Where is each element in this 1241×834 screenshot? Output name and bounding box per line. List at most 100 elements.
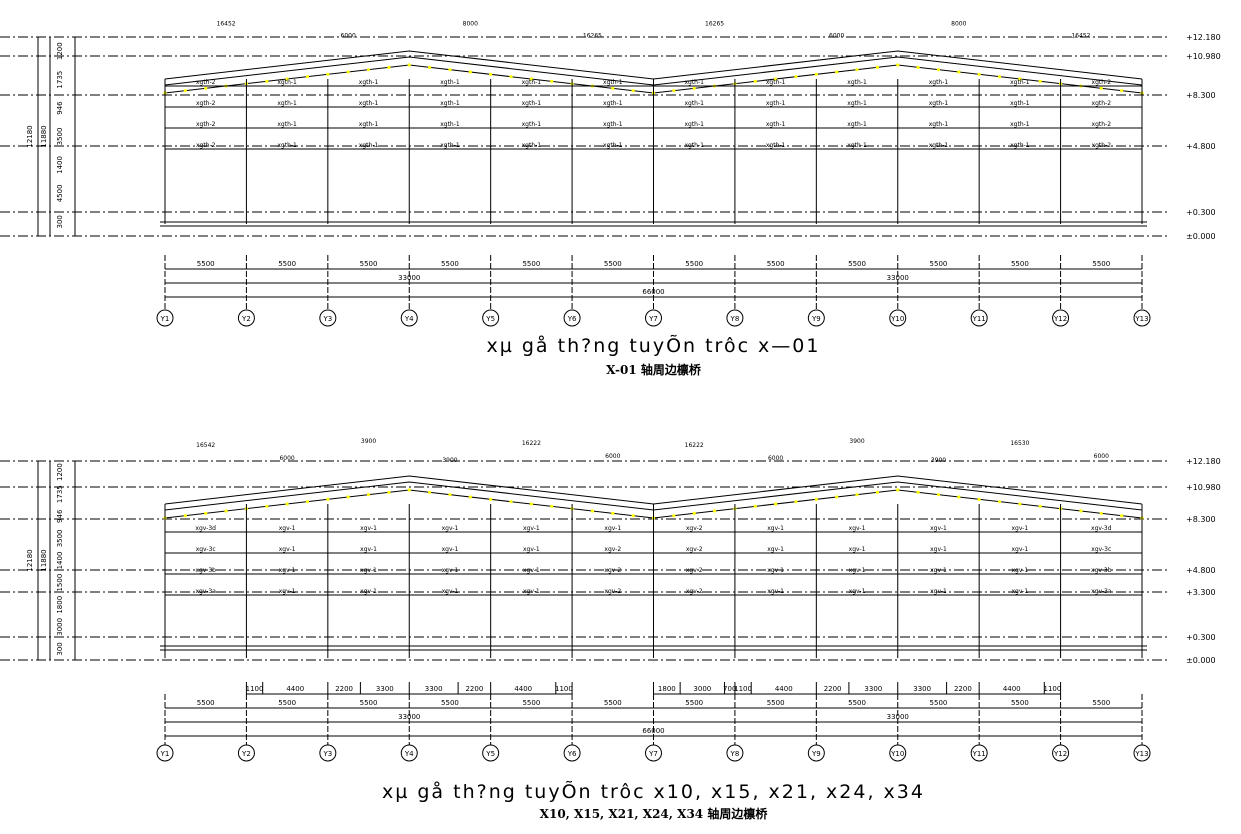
purlin-label: xgth-1 (359, 142, 379, 149)
dimension-label: 2200 (824, 685, 842, 693)
purlin-label: xgv-1 (442, 546, 459, 553)
elevation-label: +12.180 (1186, 33, 1221, 42)
dimension-label: 5500 (278, 260, 296, 268)
left-dimension: 1400 (56, 552, 64, 570)
purlin-label: xgth-1 (603, 100, 623, 107)
axis-label: Y10 (890, 750, 904, 758)
roof-dimension: 8000 (951, 21, 966, 28)
roof-dimension: 6000 (605, 453, 620, 460)
purlin-point (407, 488, 411, 492)
axis-label: Y4 (404, 315, 414, 323)
dimension-label: 5500 (685, 699, 703, 707)
axis-label: Y6 (567, 315, 577, 323)
dimension-label: 5500 (522, 699, 540, 707)
purlin-label: xgv-1 (1012, 588, 1029, 595)
left-dimension: 3500 (56, 529, 64, 547)
axis-label: Y4 (404, 750, 414, 758)
elevation-label: +10.980 (1186, 52, 1221, 61)
purlin-point (814, 72, 818, 76)
purlin-label: xgv-1 (442, 588, 459, 595)
purlin-point (1038, 79, 1042, 83)
dimension-label: 5500 (1092, 699, 1110, 707)
drawing-subtitle: X10, X15, X21, X24, X34 轴周边檩桥 (540, 806, 769, 821)
purlin-point (448, 493, 452, 497)
purlin-label: xgv-1 (279, 525, 296, 532)
axis-bubble (726, 309, 744, 327)
axis-bubble (482, 744, 500, 762)
roof-dimension: 6000 (829, 33, 844, 40)
roof-dimension: 16222 (522, 440, 541, 447)
axis-label: Y3 (322, 315, 332, 323)
purlin-label: xgth-1 (684, 100, 704, 107)
purlin-label: xgth-1 (522, 121, 542, 128)
purlin-label: xgv-1 (849, 546, 866, 553)
axis-label: Y2 (241, 315, 251, 323)
axis-label: Y10 (890, 315, 904, 323)
dimension-label: 5500 (1092, 260, 1110, 268)
purlin-point (875, 490, 879, 494)
purlin-point (1099, 86, 1103, 90)
purlin-label: xgth-1 (440, 100, 460, 107)
roof-dimension: 8000 (463, 21, 478, 28)
purlin-label: xgth-1 (847, 79, 867, 86)
purlin-label: xgth-1 (440, 121, 460, 128)
dimension-label: 4400 (286, 685, 304, 693)
dimension-label: 3300 (913, 685, 931, 693)
dimension-label: 33000 (398, 713, 420, 721)
purlin-label: xgv-1 (1012, 546, 1029, 553)
purlin-point (875, 65, 879, 69)
purlin-label: xgth-1 (929, 142, 949, 149)
purlin-label: xgv-2 (686, 567, 703, 574)
purlin-label: xgth-2 (196, 79, 216, 86)
purlin-label: xgth-1 (1010, 79, 1030, 86)
dimension-label: 5500 (685, 260, 703, 268)
purlin-point (509, 75, 513, 79)
dimension-label: 5500 (197, 260, 215, 268)
purlin-label: xgv-1 (604, 525, 621, 532)
roof-line (164, 475, 1143, 505)
purlin-label: xgv-1 (1012, 567, 1029, 574)
axis-bubble (726, 744, 744, 762)
purlin-label: xgth-1 (522, 79, 542, 86)
purlin-label: xgth-1 (603, 142, 623, 149)
drawing-title: xµ gå th?ng tuyÕn trôc x—01 (487, 334, 821, 357)
purlin-point (183, 514, 187, 518)
purlin-label: xgth-1 (929, 121, 949, 128)
purlin-point (794, 500, 798, 504)
drawing-subtitle: X-01 轴周边檩桥 (606, 362, 702, 377)
dimension-label: 2200 (465, 685, 483, 693)
purlin-point (529, 502, 533, 506)
purlin-point (997, 500, 1002, 504)
purlin-label: xgv-3c (196, 546, 216, 553)
dimension-label: 33000 (887, 274, 909, 282)
dimension-label: 3000 (693, 685, 711, 693)
axis-label: Y1 (160, 315, 170, 323)
purlin-point (916, 65, 920, 69)
dimension-label: 1100 (1044, 685, 1062, 693)
purlin-point (366, 493, 371, 497)
purlin-point (550, 79, 554, 83)
purlin-label: xgth-1 (603, 79, 623, 86)
purlin-point (977, 497, 981, 501)
left-dimension: 1735 (56, 485, 64, 503)
purlin-label: xgth-2 (196, 100, 216, 107)
purlin-label: xgth-1 (277, 142, 297, 149)
purlin-label: xgv-2 (604, 588, 621, 595)
purlin-point (774, 502, 778, 506)
elevation-label: +0.300 (1186, 208, 1216, 217)
purlin-label: xgv-1 (279, 567, 296, 574)
axis-bubble (400, 744, 418, 762)
purlin-label: xgv-1 (442, 525, 459, 532)
purlin-label: xgv-1 (849, 588, 866, 595)
roof-dimension: 16452 (217, 21, 236, 28)
purlin-label: xgv-3c (1091, 546, 1111, 553)
purlin-label: xgv-1 (523, 525, 540, 532)
purlin-point (855, 68, 859, 72)
axis-bubble (889, 744, 907, 762)
purlin-point (672, 514, 676, 518)
purlin-label: xgv-1 (360, 525, 377, 532)
purlin-label: xgv-1 (930, 567, 947, 574)
roof-dimension: 3900 (361, 438, 376, 445)
roof-dimension: 16222 (685, 442, 704, 449)
purlin-point (428, 490, 432, 494)
